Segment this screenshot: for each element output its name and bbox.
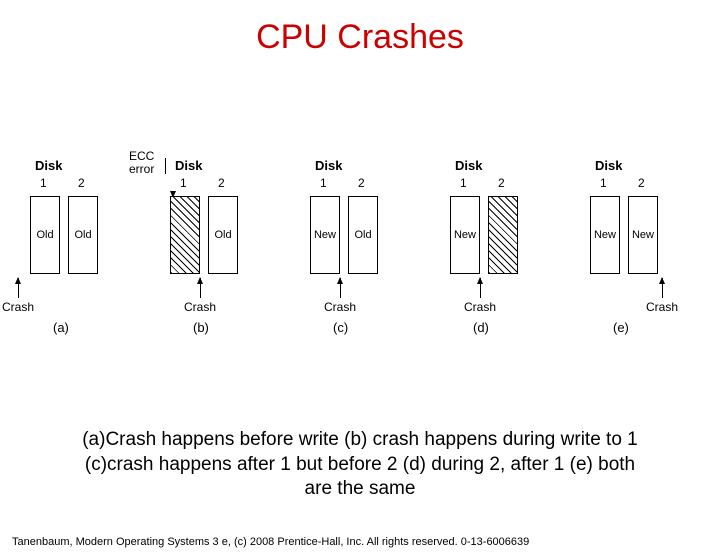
disk-label: Disk — [175, 158, 202, 173]
disk-block: New — [590, 196, 620, 274]
footer-citation: Tanenbaum, Modern Operating Systems 3 e,… — [12, 536, 529, 548]
disk-number: 1 — [40, 176, 47, 190]
disk-label: Disk — [455, 158, 482, 173]
disk-block: New — [310, 196, 340, 274]
caption-line-2: (c)crash happens after 1 but before 2 (d… — [85, 454, 635, 475]
disk-number: 1 — [460, 176, 467, 190]
disk-number: 2 — [638, 176, 645, 190]
scenario-letter: (a) — [53, 320, 69, 335]
crash-label: Crash — [2, 300, 34, 314]
disk-block-corrupt — [170, 196, 200, 274]
scenario-letter: (e) — [613, 320, 629, 335]
disk-number: 2 — [498, 176, 505, 190]
crash-label: Crash — [324, 300, 356, 314]
diagram-area: Disk 1 Old 2 Old Crash (a) DiskECC error12OldCr… — [20, 158, 700, 378]
caption-line-3: are the same — [305, 478, 416, 499]
disk-label: Disk — [35, 158, 62, 173]
disk-block: Old — [208, 196, 238, 274]
disk-number: 2 — [218, 176, 225, 190]
caption-text: (a)Crash happens before write (b) crash … — [0, 428, 720, 502]
disk-block: Old — [68, 196, 98, 274]
crash-label: Crash — [646, 300, 678, 314]
disk-number: 1 — [180, 176, 187, 190]
disk-label: Disk — [315, 158, 342, 173]
caption-line-1: (a)Crash happens before write (b) crash … — [82, 429, 638, 450]
scenario-letter: (c) — [333, 320, 348, 335]
ecc-arrow — [165, 158, 166, 174]
scenario-letter: (d) — [473, 320, 489, 335]
disk-block: New — [450, 196, 480, 274]
crash-arrow — [340, 278, 341, 298]
crash-arrow — [200, 278, 201, 298]
disk-label: Disk — [595, 158, 622, 173]
scenario-letter: (b) — [193, 320, 209, 335]
scenario-b: DiskECC error12OldCrash(b) — [165, 158, 285, 174]
crash-label: Crash — [464, 300, 496, 314]
crash-arrow — [480, 278, 481, 298]
crash-arrow — [18, 278, 19, 298]
crash-arrow — [662, 278, 663, 298]
disk-number: 1 — [320, 176, 327, 190]
disk-block: Old — [30, 196, 60, 274]
disk-block-corrupt — [488, 196, 518, 274]
disk-number: 2 — [78, 176, 85, 190]
disk-number: 1 — [600, 176, 607, 190]
disk-block: New — [628, 196, 658, 274]
disk-number: 2 — [358, 176, 365, 190]
page-title: CPU Crashes — [0, 18, 720, 57]
crash-label: Crash — [184, 300, 216, 314]
disk-block: Old — [348, 196, 378, 274]
ecc-error-label: ECC error — [129, 150, 154, 176]
